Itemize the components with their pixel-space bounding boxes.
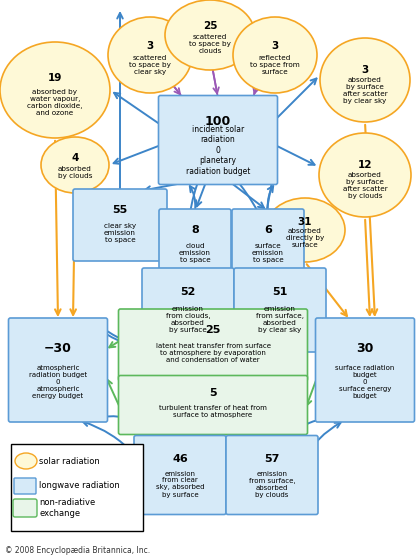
FancyBboxPatch shape (159, 209, 231, 281)
Ellipse shape (108, 17, 192, 93)
FancyBboxPatch shape (11, 444, 143, 531)
Text: 30: 30 (356, 342, 374, 354)
Text: 3: 3 (271, 40, 278, 50)
FancyBboxPatch shape (118, 376, 307, 435)
Text: absorbed by
water vapour,
carbon dioxide,
and ozone: absorbed by water vapour, carbon dioxide… (27, 88, 83, 115)
Text: 25: 25 (203, 21, 217, 31)
Text: 55: 55 (113, 205, 128, 215)
FancyBboxPatch shape (134, 436, 226, 515)
Text: 31: 31 (298, 217, 312, 227)
Text: absorbed
by surface
after scatter
by clouds: absorbed by surface after scatter by clo… (343, 172, 387, 199)
Text: 3: 3 (147, 40, 154, 50)
Text: clear sky
emission
to space: clear sky emission to space (104, 223, 136, 243)
Text: 4: 4 (71, 153, 79, 163)
Text: 51: 51 (272, 287, 288, 297)
Text: latent heat transfer from surface
to atmosphere by evaporation
and condensation : latent heat transfer from surface to atm… (155, 343, 270, 363)
FancyBboxPatch shape (226, 436, 318, 515)
Ellipse shape (15, 453, 37, 469)
Text: 19: 19 (48, 73, 62, 83)
Text: −30: −30 (44, 342, 72, 354)
Text: surface radiation
budget
0
surface energy
budget: surface radiation budget 0 surface energ… (335, 365, 395, 399)
Text: 6: 6 (264, 225, 272, 235)
Ellipse shape (320, 38, 410, 122)
Text: emission
from clear
sky, absorbed
by surface: emission from clear sky, absorbed by sur… (156, 470, 204, 497)
FancyBboxPatch shape (234, 268, 326, 352)
Ellipse shape (265, 198, 345, 262)
Text: 57: 57 (264, 454, 280, 464)
Text: emission
from surface,
absorbed
by clear sky: emission from surface, absorbed by clear… (256, 306, 304, 333)
Text: surface
emission
to space: surface emission to space (252, 243, 284, 263)
Text: non-radiative
exchange: non-radiative exchange (39, 498, 95, 517)
FancyBboxPatch shape (232, 209, 304, 281)
FancyBboxPatch shape (8, 318, 108, 422)
Text: reflected
to space from
surface: reflected to space from surface (250, 54, 300, 74)
Text: scattered
to space by
clouds: scattered to space by clouds (189, 34, 231, 54)
Text: longwave radiation: longwave radiation (39, 482, 120, 491)
Text: 12: 12 (358, 160, 372, 170)
Text: 8: 8 (191, 225, 199, 235)
FancyBboxPatch shape (158, 96, 278, 184)
Text: absorbed
by clouds: absorbed by clouds (58, 166, 92, 179)
Text: 3: 3 (361, 64, 369, 74)
Text: 46: 46 (172, 454, 188, 464)
FancyBboxPatch shape (73, 189, 167, 261)
Text: absorbed
directly by
surface: absorbed directly by surface (286, 228, 324, 248)
FancyBboxPatch shape (118, 309, 307, 381)
Ellipse shape (319, 133, 411, 217)
Text: cloud
emission
to space: cloud emission to space (179, 243, 211, 263)
Text: emission
from surface,
absorbed
by clouds: emission from surface, absorbed by cloud… (249, 470, 295, 497)
Text: 25: 25 (205, 325, 220, 335)
Text: atmospheric
radiation budget
0
atmospheric
energy budget: atmospheric radiation budget 0 atmospher… (29, 365, 87, 399)
Text: incident solar
radiation
0
planetary
radiation budget: incident solar radiation 0 planetary rad… (186, 125, 250, 175)
FancyBboxPatch shape (13, 499, 37, 517)
FancyBboxPatch shape (315, 318, 415, 422)
FancyBboxPatch shape (14, 478, 36, 494)
Text: © 2008 Encyclopædia Britannica, Inc.: © 2008 Encyclopædia Britannica, Inc. (5, 546, 150, 555)
Ellipse shape (0, 42, 110, 138)
Text: turbulent transfer of heat from
surface to atmosphere: turbulent transfer of heat from surface … (159, 405, 267, 418)
Text: emission
from clouds,
absorbed
by surface: emission from clouds, absorbed by surfac… (165, 306, 210, 333)
Text: 100: 100 (205, 115, 231, 128)
Text: solar radiation: solar radiation (39, 456, 100, 465)
Text: absorbed
by surface
after scatter
by clear sky: absorbed by surface after scatter by cle… (343, 77, 387, 104)
Text: scattered
to space by
clear sky: scattered to space by clear sky (129, 54, 171, 74)
Text: 52: 52 (180, 287, 196, 297)
Text: 5: 5 (209, 388, 217, 398)
Ellipse shape (41, 137, 109, 193)
FancyBboxPatch shape (142, 268, 234, 352)
Ellipse shape (165, 0, 255, 70)
Ellipse shape (233, 17, 317, 93)
